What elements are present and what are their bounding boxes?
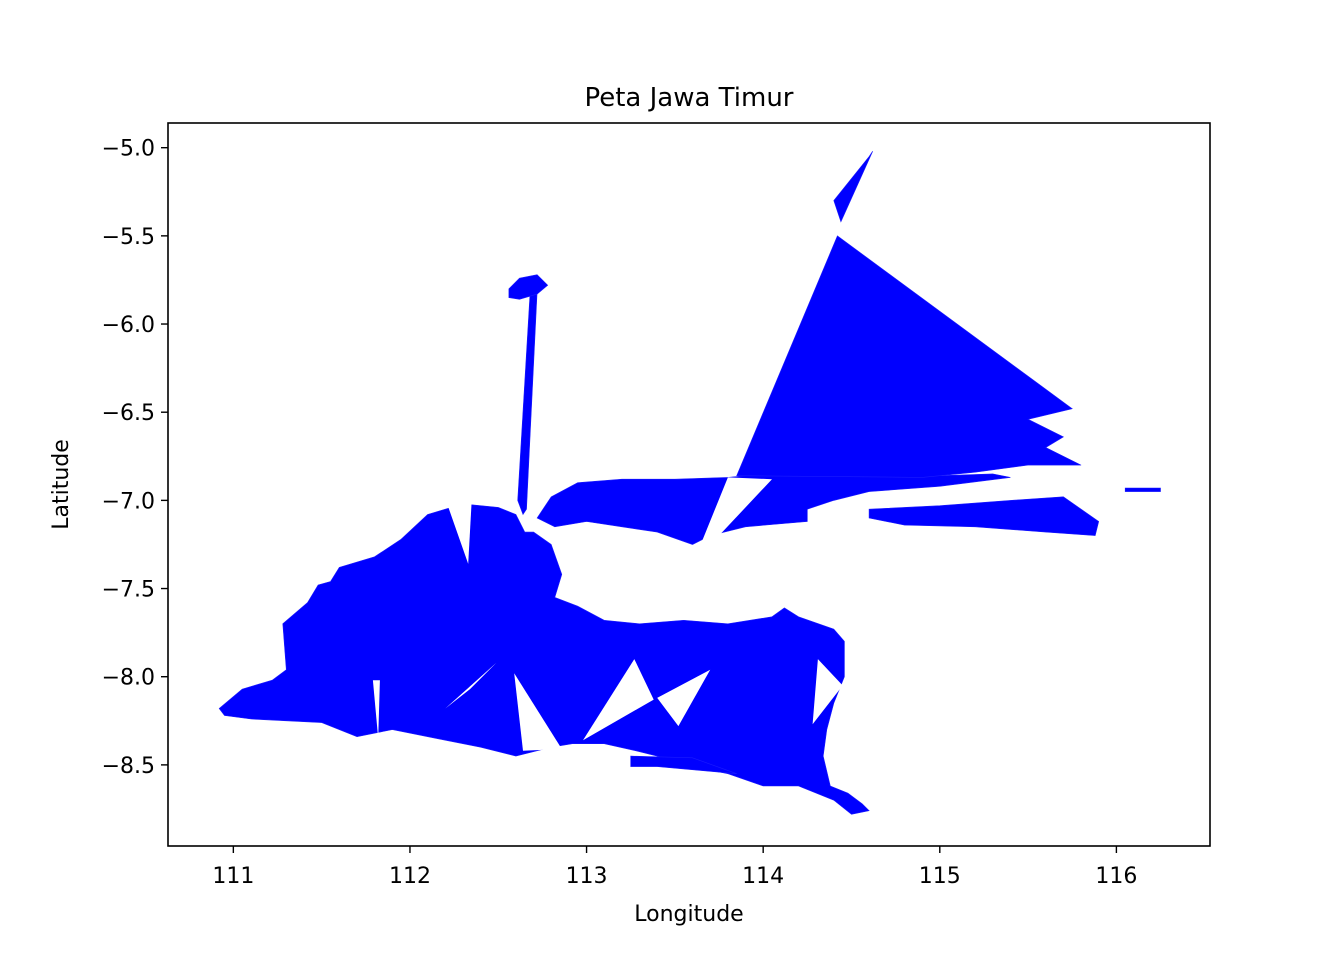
- x-tick-label: 111: [212, 864, 254, 889]
- map-layer: [218, 151, 1161, 815]
- region-east-islet: [1124, 487, 1161, 492]
- y-tick-label: −6.5: [102, 401, 155, 426]
- map-gap-c: [445, 662, 497, 709]
- region-north-spike: [833, 151, 873, 223]
- x-tick-label: 113: [566, 864, 608, 889]
- region-bawean-spike: [517, 291, 538, 516]
- map-gap-f: [657, 669, 711, 727]
- x-tick-label: 114: [742, 864, 784, 889]
- map-gap-e: [583, 659, 654, 741]
- y-axis: −5.0 −5.5 −6.0 −6.5 −7.0 −7.5 −8.0 −8.5: [102, 137, 168, 779]
- y-tick-label: −5.0: [102, 137, 155, 162]
- y-tick-label: −6.0: [102, 313, 155, 338]
- map-gap-b: [372, 680, 380, 739]
- y-tick-label: −7.0: [102, 489, 155, 514]
- map-gap-a: [445, 498, 472, 564]
- y-tick-label: −8.5: [102, 754, 155, 779]
- y-tick-label: −8.0: [102, 666, 155, 691]
- x-tick-label: 115: [919, 864, 961, 889]
- y-tick-label: −7.5: [102, 578, 155, 603]
- map-gap-g: [812, 659, 843, 725]
- region-east-islands: [868, 496, 1100, 536]
- region-north-triangle: [736, 235, 1082, 478]
- y-tick-label: −5.5: [102, 225, 155, 250]
- y-axis-label: Latitude: [49, 439, 74, 530]
- x-axis: 111 112 113 114 115 116: [212, 846, 1137, 889]
- map-gap-h: [701, 477, 772, 543]
- region-south-island: [630, 755, 737, 774]
- region-bawean: [508, 274, 549, 300]
- x-tick-label: 112: [389, 864, 431, 889]
- region-madura: [536, 473, 1011, 545]
- axes-frame: [167, 122, 1211, 847]
- chart-title: Peta Jawa Timur: [584, 83, 793, 113]
- x-tick-label: 116: [1095, 864, 1137, 889]
- region-mainland: [218, 503, 870, 815]
- x-axis-label: Longitude: [634, 902, 743, 927]
- map-gap-d: [514, 673, 562, 751]
